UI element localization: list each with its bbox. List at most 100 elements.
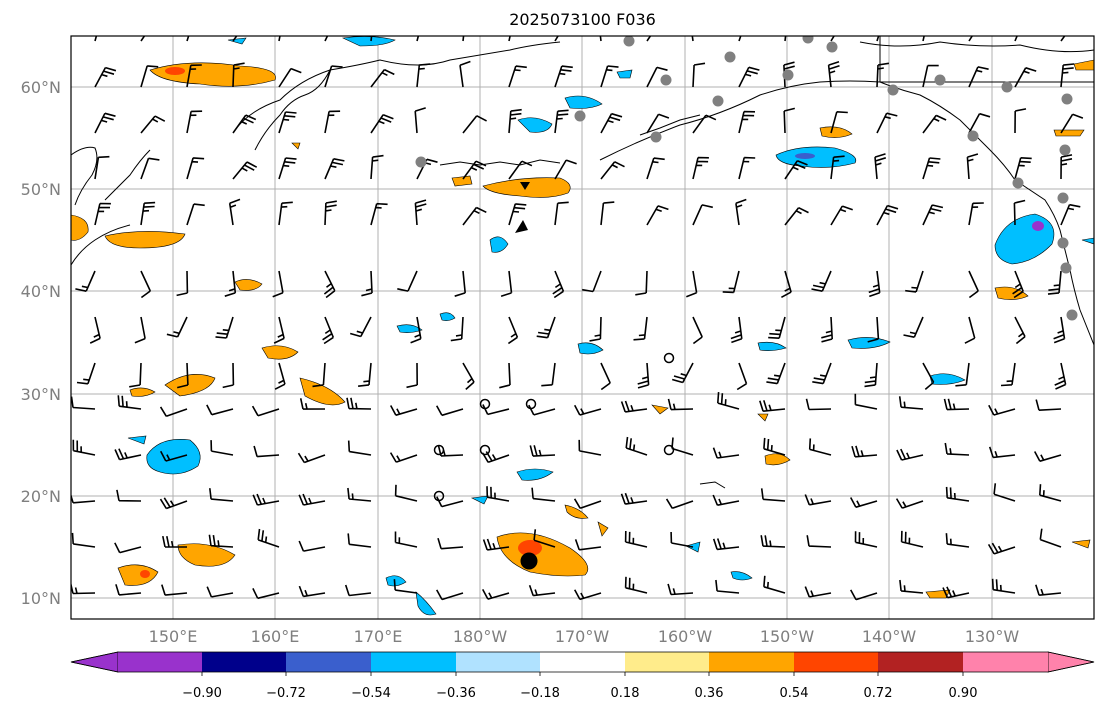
wind-barb: [499, 362, 511, 389]
colorbar-segment: [286, 652, 371, 672]
wind-barb: [312, 362, 326, 388]
wind-barb: [116, 489, 142, 502]
wind-barb: [712, 494, 740, 506]
colorbar-tick-label: −0.36: [436, 686, 476, 701]
wind-barb: [278, 111, 297, 134]
wind-barb: [763, 437, 786, 456]
wind-barb: [620, 492, 648, 505]
wind-barb: [94, 36, 98, 42]
wind-barb: [1012, 270, 1024, 299]
wind-barb: [784, 160, 808, 180]
wind-barb: [299, 398, 326, 410]
wind-barb: [1060, 113, 1084, 134]
wind-barb: [462, 36, 465, 42]
wind-barb: [278, 201, 293, 226]
triangle-marker: [515, 220, 528, 233]
colorbar-segment: [118, 652, 202, 672]
wind-barb: [922, 157, 941, 180]
wind-barb: [943, 398, 970, 411]
wind-barb: [715, 579, 740, 594]
wind-barb: [94, 202, 111, 226]
colorbar-extend-min: [70, 651, 119, 673]
wind-barb: [554, 109, 569, 134]
wind-barb: [257, 528, 280, 548]
wind-barb: [646, 36, 652, 42]
wind-barb: [528, 404, 556, 416]
wind-barb: [922, 36, 925, 42]
wind-barb: [507, 316, 519, 345]
wind-barb: [459, 60, 471, 88]
wind-barb: [298, 493, 326, 506]
wind-barb: [140, 36, 146, 42]
wind-barb: [667, 583, 694, 596]
wind-barb: [508, 160, 533, 180]
colorbar-segment: [540, 652, 625, 672]
wind-barb: [600, 362, 611, 391]
wind-barb: [624, 530, 648, 548]
wind-barb: [253, 445, 280, 458]
wind-barb: [763, 575, 786, 594]
wind-barb: [968, 202, 984, 226]
wind-barb: [76, 362, 96, 385]
colorbar-segment: [202, 652, 286, 672]
wind-barb: [210, 440, 234, 456]
colorbar-tick-label: −0.72: [266, 686, 306, 701]
wind-barb: [528, 584, 556, 597]
wind-barb: [968, 66, 989, 88]
wind-barb: [781, 270, 792, 299]
wind-barb: [686, 270, 698, 298]
wind-barb: [297, 452, 326, 464]
wind-barb: [500, 270, 513, 298]
wind-barb: [322, 316, 335, 345]
wind-barb: [805, 398, 832, 411]
lat-label: 30°N: [21, 385, 61, 404]
wind-barb: [646, 113, 670, 134]
wind-barb: [600, 112, 623, 134]
wind-barb: [370, 36, 373, 42]
wind-barb: [462, 362, 475, 390]
wind-barb: [361, 270, 373, 297]
wind-barb: [988, 446, 1016, 459]
wind-barb: [129, 362, 142, 388]
wind-barb: [222, 362, 235, 389]
wind-barb: [159, 497, 188, 510]
wind-barb: [830, 111, 848, 134]
wind-barb: [945, 533, 970, 548]
wind-barb: [186, 157, 205, 180]
wind-barb: [114, 542, 142, 554]
wind-barb: [760, 488, 786, 502]
wind-barb: [71, 532, 96, 548]
wind-barb: [876, 62, 890, 88]
wind-barb: [806, 535, 832, 548]
wind-barb: [347, 533, 372, 548]
lat-label: 50°N: [21, 180, 61, 199]
wind-barb: [876, 36, 880, 42]
wind-barb: [554, 201, 569, 226]
wind-barb: [637, 362, 650, 389]
wind-barb: [600, 201, 615, 226]
wind-barb: [600, 161, 625, 180]
lon-label: 150°W: [760, 627, 815, 646]
wind-barb: [252, 493, 280, 506]
wind-barb: [665, 498, 694, 510]
wind-barb: [140, 157, 160, 180]
wind-barb: [849, 497, 878, 508]
wind-barb: [278, 36, 281, 42]
lat-label: 10°N: [21, 589, 61, 608]
wind-barb: [416, 63, 431, 88]
lon-label: 160°E: [251, 627, 300, 646]
wind-barb: [945, 486, 970, 502]
colorbar-segment: [625, 652, 709, 672]
colorbar-outline: [70, 651, 1095, 673]
map-title: 2025073100 F036: [509, 10, 656, 29]
wind-barb: [868, 270, 881, 298]
wind-barb: [922, 362, 935, 391]
wind-barb: [808, 438, 832, 456]
wind-barb: [582, 270, 602, 293]
wind-barb: [186, 64, 202, 88]
wind-barb: [955, 362, 970, 387]
wind-barb: [1014, 67, 1037, 88]
wind-barb: [692, 204, 713, 226]
wind-barb: [274, 362, 286, 390]
